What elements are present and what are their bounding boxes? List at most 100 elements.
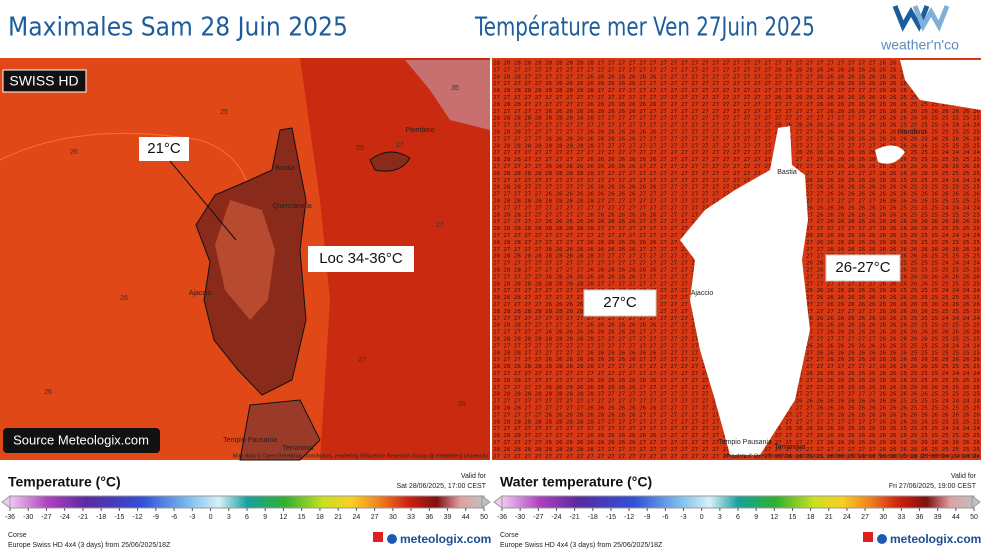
island	[680, 126, 810, 455]
place-label: Terranova	[774, 444, 805, 451]
tick-label: 44	[462, 514, 470, 521]
coast	[405, 60, 490, 130]
tick-label: -27	[41, 514, 51, 521]
brand-icon	[387, 534, 397, 544]
tick-label: -36	[497, 514, 507, 521]
brand: meteologix.com	[400, 532, 491, 546]
tick-label: 27	[371, 514, 379, 521]
tick-label: -9	[153, 514, 159, 521]
scale-arrow	[481, 495, 491, 509]
badge	[2, 69, 87, 93]
contour-label: 27	[396, 142, 404, 149]
grid-row: 28 28 28 27 27 27 27 27 27 26 26 26 26 2…	[493, 74, 980, 80]
valid-label: Valid for	[951, 473, 977, 480]
grid-row: 27 27 27 27 27 27 27 27 27 27 27 27 27 2…	[493, 67, 980, 73]
badge-text: SWISS HD	[9, 73, 78, 89]
tick-label: 6	[736, 514, 740, 521]
legend-title: Water temperature (°C)	[500, 474, 652, 490]
grid-row: 27 27 27 27 27 26 26 26 26 26 26 26 26 2…	[493, 109, 980, 115]
callout-box	[139, 137, 189, 161]
tick-label: 12	[280, 514, 288, 521]
legend-title: Temperature (°C)	[8, 474, 121, 490]
tick-label: 39	[444, 514, 452, 521]
tick-label: -27	[533, 514, 543, 521]
coast	[900, 60, 981, 110]
tick-label: -12	[624, 514, 634, 521]
color-scale	[9, 495, 485, 509]
tick-label: -30	[23, 514, 33, 521]
tick-label: -18	[96, 514, 106, 521]
grid-row: 27 27 27 27 27 27 27 27 27 27 27 27 27 2…	[493, 123, 980, 129]
place-label: Terranova	[282, 445, 313, 452]
tick-label: -30	[515, 514, 525, 521]
tick-label: 24	[843, 514, 851, 521]
tick-label: 3	[227, 514, 231, 521]
tick-label: -36	[5, 514, 15, 521]
grid-row: 27 27 27 27 27 27 27 27 27 27 27 27 27 2…	[493, 150, 980, 156]
tick-label: -15	[114, 514, 124, 521]
scale-arrow	[1, 495, 11, 509]
place-label: Bastia	[275, 165, 295, 172]
grid-row: 27 27 27 27 27 26 26 26 26 26 26 26 26 2…	[493, 164, 980, 170]
title: Maximales Sam 28 Juin 2025	[8, 11, 348, 41]
callout: 21°C	[147, 140, 181, 157]
flag	[863, 532, 873, 542]
tick-label: 15	[298, 514, 306, 521]
tick-label: 12	[770, 514, 778, 521]
tick-label: 9	[263, 514, 267, 521]
grid-row: 28 28 28 27 27 27 27 27 27 26 26 26 26 2…	[493, 185, 980, 191]
tick-label: 39	[934, 514, 942, 521]
model: Europe Swiss HD 4x4 (3 days) from 25/06/…	[500, 542, 663, 549]
tick-label: 0	[209, 514, 213, 521]
attribution: Map data © OpenStreetMap contributors, r…	[233, 452, 488, 459]
tick-label: 6	[245, 514, 249, 521]
contour-label: 26	[44, 389, 52, 396]
contour-label: 29	[458, 401, 466, 408]
tick-label: 27	[861, 514, 869, 521]
place-label: Quercianella	[272, 203, 311, 210]
callout-box	[308, 246, 414, 272]
grid-row: 27 27 27 27 27 27 27 27 27 27 27 27 27 2…	[493, 178, 980, 184]
color-scale	[501, 495, 975, 509]
island-relief	[215, 200, 275, 320]
contour-label: 35	[451, 85, 459, 92]
tick-label: -21	[78, 514, 88, 521]
contour-label: 29	[356, 145, 364, 152]
place-label: Tempio Pausania	[223, 437, 277, 444]
callout: 27°C	[603, 294, 637, 311]
source-box	[3, 428, 160, 453]
tick-label: 36	[916, 514, 924, 521]
tick-label: 30	[389, 514, 397, 521]
island	[875, 145, 905, 164]
flag	[373, 532, 383, 542]
island	[369, 151, 411, 172]
valid-time: Fri 27/06/2025, 19:00 CEST	[889, 483, 977, 490]
tick-label: 36	[425, 514, 433, 521]
logo-mark	[912, 5, 950, 32]
grid-row: 28 28 28 27 27 27 27 27 27 26 26 26 26 2…	[493, 130, 980, 136]
tick-label: 44	[952, 514, 960, 521]
grid-row: 28 28 28 28 28 28 28 28 28 28 27 27 27 2…	[493, 143, 980, 149]
tick-label: 3	[718, 514, 722, 521]
tick-label: -18	[588, 514, 598, 521]
grid-row: 27 27 27 27 27 27 27 27 27 27 27 27 27 2…	[493, 454, 980, 460]
place-label: Ajaccio	[691, 290, 714, 297]
brand-icon	[877, 534, 887, 544]
grid-row: 28 28 28 27 27 27 27 27 27 26 26 26 26 2…	[493, 157, 980, 163]
attribution: Map data © OpenStreetMap contributors, r…	[724, 452, 979, 459]
tick-label: -24	[551, 514, 561, 521]
tick-label: 18	[316, 514, 324, 521]
tick-label: 18	[807, 514, 815, 521]
tick-label: 21	[334, 514, 342, 521]
tick-label: -3	[680, 514, 686, 521]
tick-label: 21	[825, 514, 833, 521]
valid-label: Valid for	[461, 473, 487, 480]
tick-label: 50	[970, 514, 978, 521]
brand: meteologix.com	[890, 532, 981, 546]
grid-row: 28 28 28 28 28 28 28 28 28 28 27 27 27 2…	[493, 88, 980, 94]
callout-box	[583, 289, 657, 317]
grid-row: 27 27 27 27 27 26 26 26 26 26 26 26 26 2…	[493, 136, 980, 142]
place-label: Bastia	[777, 169, 797, 176]
